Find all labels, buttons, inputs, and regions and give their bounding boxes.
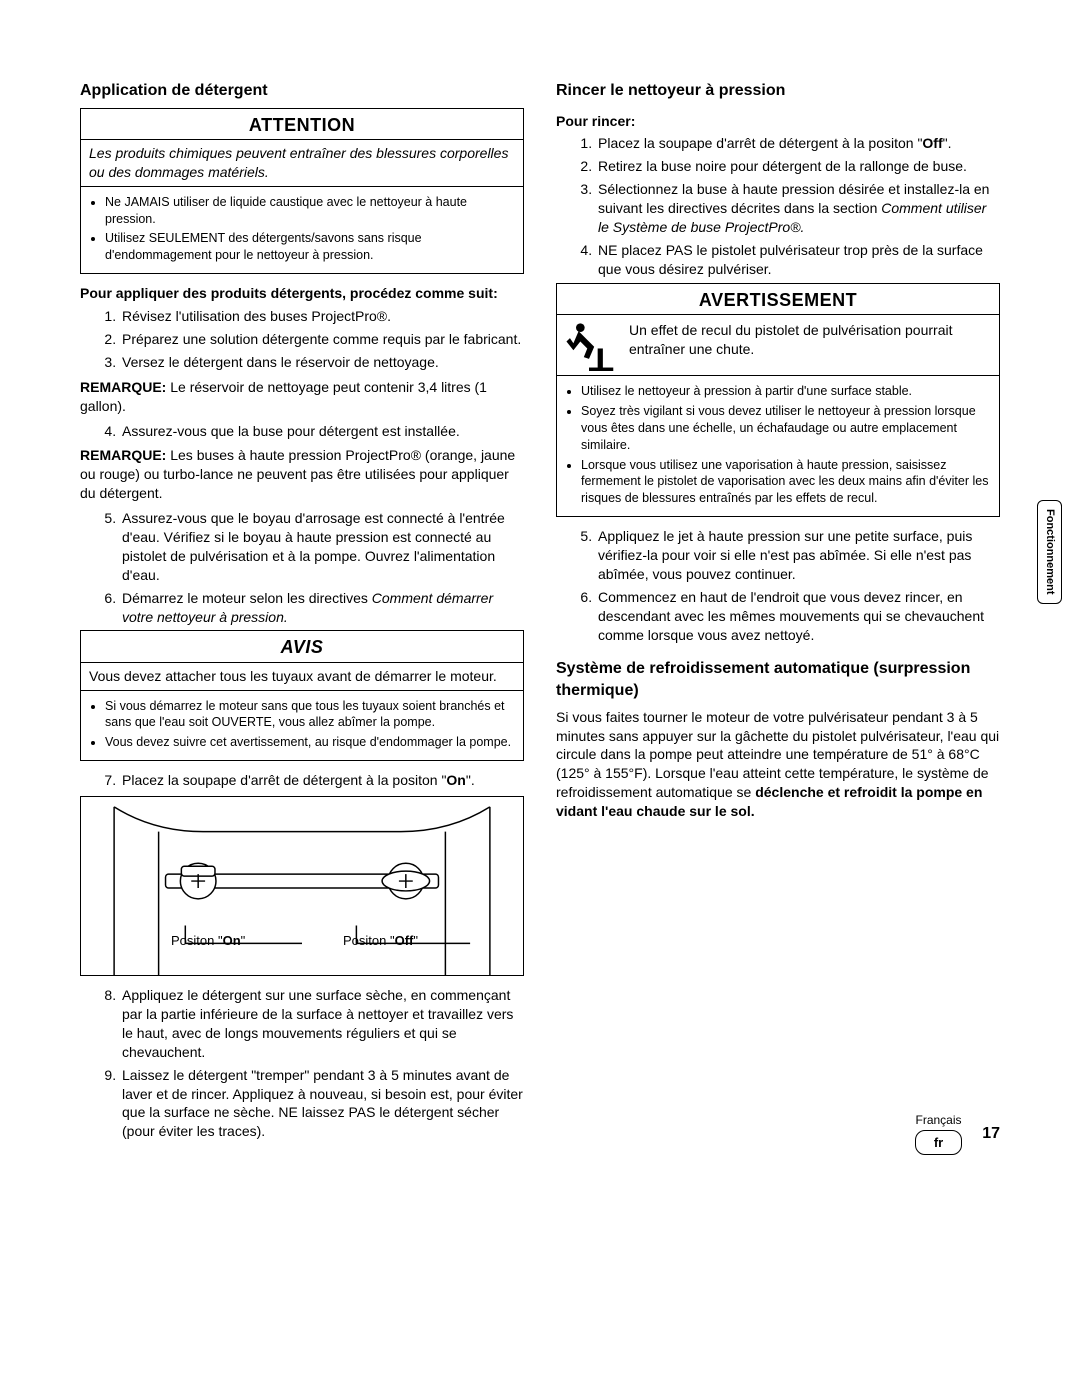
list-item: Placez la soupape d'arrêt de détergent à… [596,134,1000,153]
avertissement-title: AVERTISSEMENT [557,284,999,315]
attention-bullets: Ne JAMAIS utiliser de liquide caustique … [81,187,523,274]
list-item: Retirez la buse noire pour détergent de … [596,157,1000,176]
heading-cooling: Système de refroidissement automatique (… [556,658,1000,701]
list-item: NE placez PAS le pistolet pulvérisateur … [596,241,1000,279]
avis-title: AVIS [81,631,523,662]
attention-bullet: Utilisez SEULEMENT des détergents/savons… [105,230,515,264]
diagram-label-off: Positon "Off" [343,932,418,950]
list-item: Placez la soupape d'arrêt de détergent à… [120,771,524,790]
list-item: Commencez en haut de l'endroit que vous … [596,588,1000,645]
avis-lead: Vous devez attacher tous les tuyaux avan… [81,663,523,691]
instruction-list: Placez la soupape d'arrêt de détergent à… [556,134,1000,278]
diagram-label-on: Positon "On" [171,932,245,950]
cooling-paragraph: Si vous faites tourner le moteur de votr… [556,708,1000,821]
list-item: Appliquez le jet à haute pression sur un… [596,527,1000,584]
list-item: Assurez-vous que la buse pour détergent … [120,422,524,441]
attention-title: ATTENTION [81,109,523,140]
avertissement-icon-text: Un effet de recul du pistolet de pulvéri… [621,315,999,375]
left-column: Application de détergent ATTENTION Les p… [80,80,524,1145]
note: REMARQUE: Les buses à haute pression Pro… [80,446,524,503]
attention-lead: Les produits chimiques peuvent entraîner… [81,140,523,187]
heading-application: Application de détergent [80,80,524,102]
list-item-text: Démarrez le moteur selon les directives [122,590,372,606]
page-number: 17 [982,1123,1000,1145]
valve-svg [81,797,523,975]
note: REMARQUE: Le réservoir de nettoyage peut… [80,378,524,416]
side-tab: Fonctionnement [1037,500,1062,604]
valve-diagram: Positon "On" Positon "Off" [80,796,524,976]
list-item: Préparez une solution détergente comme r… [120,330,524,349]
note-label: REMARQUE: [80,447,166,463]
fall-hazard-icon [557,315,621,375]
avis-bullet: Vous devez suivre cet avertissement, au … [105,734,515,751]
list-item: Appliquez le détergent sur une surface s… [120,986,524,1062]
avis-bullets: Si vous démarrez le moteur sans que tous… [81,691,523,761]
footer: Français fr 17 [80,1112,1000,1156]
heading-rinse: Rincer le nettoyeur à pression [556,80,1000,102]
list-item: Versez le détergent dans le réservoir de… [120,353,524,372]
avis-box: AVIS Vous devez attacher tous les tuyaux… [80,630,524,761]
avertissement-icon-row: Un effet de recul du pistolet de pulvéri… [557,315,999,375]
right-column: Rincer le nettoyeur à pression Pour rinc… [556,80,1000,1145]
avis-bullet: Si vous démarrez le moteur sans que tous… [105,698,515,732]
list-item: Démarrez le moteur selon les directives … [120,589,524,627]
list-item: Assurez-vous que le boyau d'arrosage est… [120,509,524,585]
avert-bullet: Soyez très vigilant si vous devez utilis… [581,403,991,454]
instruction-list: Assurez-vous que le boyau d'arrosage est… [80,509,524,626]
subhead-rinse: Pour rincer: [556,112,1000,131]
avertissement-bullets: Utilisez le nettoyeur à pression à parti… [557,375,999,516]
list-item-text: Placez la soupape d'arrêt de détergent à… [122,772,446,788]
instruction-list: Appliquez le jet à haute pression sur un… [556,527,1000,644]
language-indicator: Français fr [915,1112,962,1156]
attention-bullet: Ne JAMAIS utiliser de liquide caustique … [105,194,515,228]
list-item-bold: On [446,772,465,788]
instruction-list: Assurez-vous que la buse pour détergent … [80,422,524,441]
note-label: REMARQUE: [80,379,166,395]
instruction-list: Révisez l'utilisation des buses ProjectP… [80,307,524,372]
list-item: Sélectionnez la buse à haute pression dé… [596,180,1000,237]
list-item-tail: ". [466,772,475,788]
avert-bullet: Lorsque vous utilisez une vaporisation à… [581,457,991,508]
list-item: Révisez l'utilisation des buses ProjectP… [120,307,524,326]
avert-bullet: Utilisez le nettoyeur à pression à parti… [581,383,991,400]
language-full: Français [915,1112,962,1128]
language-pill: fr [915,1130,962,1156]
subhead-apply: Pour appliquer des produits détergents, … [80,284,524,303]
avertissement-box: AVERTISSEMENT Un effet de recul du pisto… [556,283,1000,517]
attention-box: ATTENTION Les produits chimiques peuvent… [80,108,524,275]
instruction-list: Placez la soupape d'arrêt de détergent à… [80,771,524,790]
